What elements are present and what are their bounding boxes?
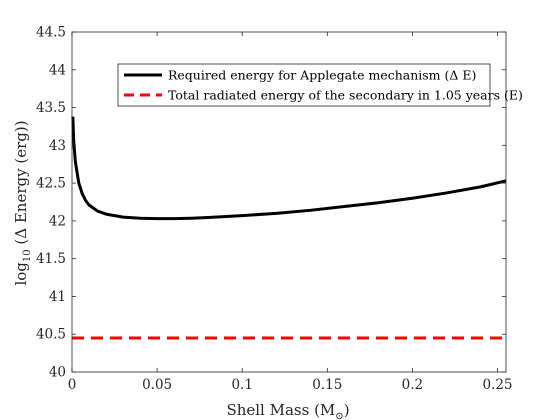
- legend-label-radiated-energy: Total radiated energy of the secondary i…: [168, 88, 523, 103]
- axes-frame: [71, 31, 507, 373]
- x-tick-label: 0: [68, 377, 77, 393]
- legend: Required energy for Applegate mechanism …: [117, 63, 523, 107]
- y-tick-label: 41.5: [36, 251, 66, 267]
- x-tick-label: 0.05: [142, 377, 172, 393]
- legend-box: [117, 63, 491, 107]
- y-axis-label: log10 (Δ Energy (erg)): [12, 120, 33, 285]
- y-tick-label: 42: [49, 213, 66, 229]
- y-tick-label: 44.5: [36, 25, 66, 41]
- y-tick-label: 40: [49, 365, 66, 381]
- y-tick-label: 42.5: [36, 176, 66, 192]
- series-line-required-energy: [71, 116, 507, 221]
- x-axis-label: Shell Mass (M⊙): [226, 401, 349, 420]
- x-tick-label: 0.25: [482, 377, 512, 393]
- x-tick-label: 0.15: [312, 377, 342, 393]
- legend-label-required-energy: Required energy for Applegate mechanism …: [168, 68, 476, 83]
- y-tick-label: 41: [49, 289, 66, 305]
- ticks-layer: 0 0.05 0.1 0.15 0.2 0.25 40 40.5 41 41.5 42 42.5 43 4…: [36, 25, 513, 394]
- y-tick-label: 43.5: [36, 100, 66, 116]
- y-tick-label: 44: [49, 62, 66, 78]
- x-tick-label: 0.2: [402, 377, 423, 393]
- y-tick-label: 40.5: [36, 327, 66, 343]
- series-layer: [71, 116, 507, 340]
- y-tick-label: 43: [49, 138, 66, 154]
- x-tick-label: 0.1: [231, 377, 252, 393]
